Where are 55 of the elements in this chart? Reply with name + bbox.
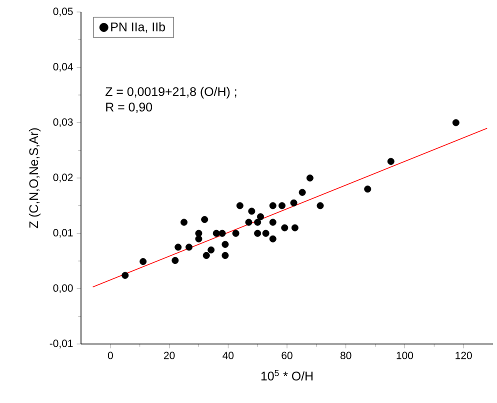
annotation: Z = 0,0019+21,8 (O/H) ; [106, 86, 236, 98]
point [387, 158, 394, 165]
point [202, 252, 210, 259]
point [232, 230, 240, 237]
point [195, 230, 202, 237]
x-tick-label: 60 [282, 352, 292, 360]
y-tick-label: 0,02 [53, 174, 73, 182]
y-tick-label: 0,00 [53, 284, 73, 293]
point [278, 202, 286, 210]
point [174, 244, 182, 251]
point [298, 188, 306, 196]
point [291, 224, 298, 232]
point [281, 224, 288, 232]
point [269, 202, 276, 210]
point [254, 218, 262, 226]
point [452, 119, 460, 126]
point [186, 244, 193, 251]
y-tick-label: 0,05 [53, 8, 73, 16]
y-tick-label: 0,04 [53, 63, 73, 72]
point [236, 202, 244, 210]
point [364, 186, 372, 193]
point [316, 202, 324, 210]
point [248, 208, 256, 215]
y-tick-label: -0,01 [50, 340, 73, 348]
point [195, 235, 202, 242]
point [212, 230, 220, 237]
y-tick-label: 0,03 [53, 118, 73, 127]
point [140, 258, 147, 266]
annotation: R = 0,90 [106, 102, 152, 113]
point [306, 174, 314, 182]
point [257, 213, 264, 220]
point [245, 218, 252, 226]
x-tick-label: 0 [108, 352, 113, 360]
x-axis-title: 10$^{5}$ * O/H [261, 370, 313, 380]
point [254, 230, 262, 237]
point [222, 252, 229, 259]
point [122, 272, 129, 279]
point [201, 216, 208, 223]
x-tick-label: 80 [340, 352, 352, 360]
x-tick-label: 120 [456, 352, 472, 360]
point [262, 230, 270, 237]
y-axis-title: Z (C,N,O,Ne,S,Ar) [28, 128, 41, 228]
point [222, 240, 229, 248]
point [180, 218, 188, 226]
y-tick-label: 0,01 [53, 229, 73, 238]
point [290, 199, 298, 206]
point [208, 246, 215, 254]
point [172, 256, 179, 264]
x-tick-label: 20 [164, 352, 175, 360]
legend-label: PN IIa, IIb [111, 22, 165, 33]
x-tick-label: 40 [222, 352, 234, 360]
point [218, 230, 226, 237]
x-tick-label: 100 [396, 352, 414, 360]
point [269, 235, 276, 242]
point [269, 218, 276, 226]
